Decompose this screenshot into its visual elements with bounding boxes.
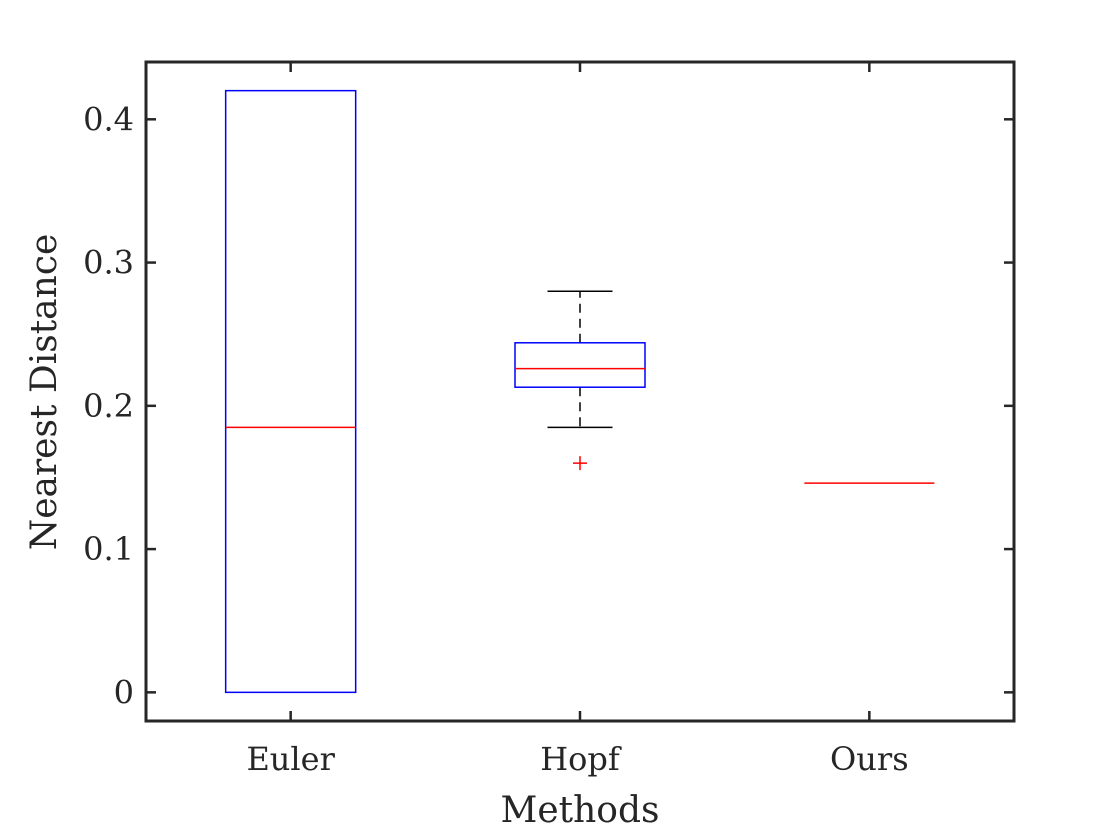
x-tick-label: Euler (246, 740, 335, 778)
outlier-marker (573, 456, 587, 471)
x-axis-label: Methods (500, 790, 659, 831)
iqr-box (514, 342, 646, 388)
iqr-box (224, 89, 357, 694)
y-tick-label: 0.2 (83, 387, 134, 425)
y-tick-label: 0 (114, 673, 134, 711)
x-tick-label: Hopf (540, 740, 622, 778)
y-tick-label: 0.3 (83, 244, 134, 282)
x-tick-label: Ours (830, 740, 909, 778)
y-axis-label: Nearest Distance (24, 234, 65, 551)
y-tick-label: 0.4 (83, 100, 134, 138)
y-tick-label: 0.1 (83, 530, 134, 568)
axis-ticks: 0 0.1 0.2 0.3 0.4 Euler Hopf Ours (83, 62, 1014, 778)
chart-marks (224, 89, 935, 694)
